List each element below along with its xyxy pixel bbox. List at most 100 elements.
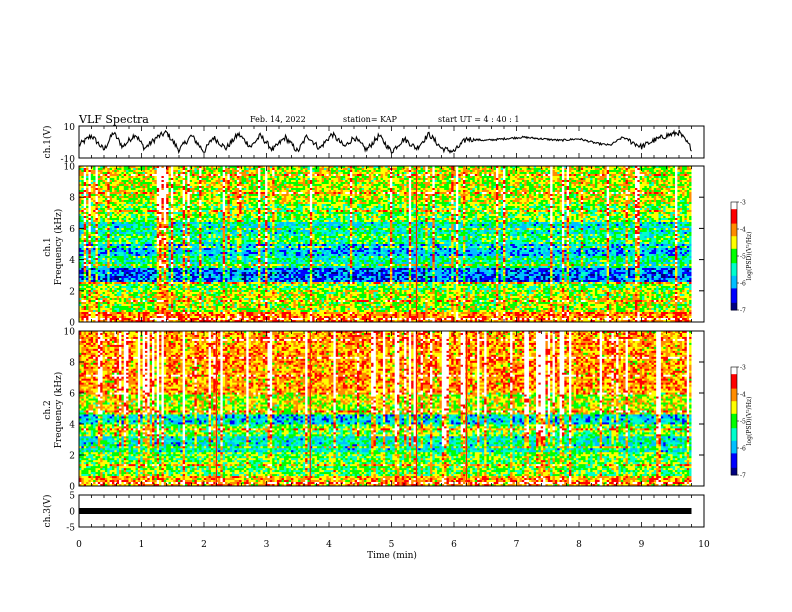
- spectrogram-cell: [154, 178, 158, 181]
- spectrogram-cell: [373, 168, 377, 171]
- spectrogram-cell: [380, 196, 384, 199]
- spectrogram-cell: [590, 186, 593, 189]
- spectrogram-cell: [500, 200, 504, 203]
- spectrogram-cell: [382, 200, 386, 203]
- spectrogram-cell: [159, 190, 162, 193]
- spectrogram-cell: [500, 192, 504, 195]
- spectrogram-cell: [168, 166, 172, 169]
- spectrogram-cell: [682, 182, 685, 185]
- spectrogram-cell: [229, 188, 233, 191]
- spectrogram-cell: [321, 168, 325, 171]
- spectrogram-cell: [656, 170, 659, 173]
- spectrogram-cell: [564, 190, 567, 193]
- spectrogram-cell: [349, 170, 353, 173]
- spectrogram-cell: [88, 168, 92, 171]
- spectrogram-cell: [239, 194, 242, 197]
- spectrogram-cell: [519, 168, 523, 171]
- spectrogram-cell: [182, 188, 186, 191]
- spectrogram-cell: [208, 178, 212, 181]
- spectrogram-cell: [620, 170, 624, 173]
- spectrogram-cell: [286, 198, 289, 201]
- spectrogram-cell: [404, 182, 407, 185]
- spectrogram-cell: [274, 194, 278, 197]
- spectrogram-cell: [437, 170, 440, 173]
- spectrogram-cell: [328, 202, 332, 205]
- spectrogram-cell: [173, 196, 176, 199]
- spectrogram-cell: [368, 184, 372, 187]
- spectrogram-cell: [104, 200, 108, 203]
- spectrogram-cell: [606, 186, 610, 189]
- spectrogram-cell: [559, 174, 563, 177]
- spectrogram-cell: [503, 192, 506, 195]
- spectrogram-cell: [217, 170, 221, 173]
- spectrogram-cell: [371, 168, 374, 171]
- spectrogram-cell: [269, 196, 273, 199]
- spectrogram-cell: [620, 196, 624, 199]
- spectrogram-cell: [427, 178, 431, 181]
- spectrogram-cell: [250, 198, 254, 201]
- spectrogram-cell: [587, 172, 591, 175]
- spectrogram-cell: [312, 194, 315, 197]
- spectrogram-cell: [467, 188, 471, 191]
- spectrogram-cell: [479, 166, 483, 169]
- spectrogram-cell: [446, 194, 450, 197]
- spectrogram-cell: [658, 198, 662, 201]
- spectrogram-cell: [392, 190, 395, 193]
- spectrogram-cell: [392, 194, 395, 197]
- spectrogram-cell: [585, 170, 589, 173]
- spectrogram-cell: [656, 178, 659, 181]
- spectrogram-cell: [611, 178, 615, 181]
- spectrogram-cell: [484, 200, 487, 203]
- spectrogram-cell: [180, 198, 183, 201]
- spectrogram-cell: [394, 168, 398, 171]
- spectrogram-cell: [185, 176, 188, 179]
- spectrogram-cell: [672, 180, 676, 183]
- spectrogram-cell: [234, 194, 238, 197]
- spectrogram-cell: [187, 176, 191, 179]
- spectrogram-cell: [552, 192, 556, 195]
- spectrogram-cell: [462, 202, 466, 205]
- spectrogram-cell: [194, 170, 198, 173]
- spectrogram-cell: [637, 192, 640, 195]
- spectrogram-cell: [618, 196, 622, 199]
- spectrogram-cell: [387, 192, 391, 195]
- ch1-waveform-panel: 10-10: [61, 123, 705, 165]
- spectrogram-cell: [111, 174, 115, 177]
- spectrogram-cell: [550, 186, 553, 189]
- spectrogram-cell: [493, 202, 497, 205]
- spectrogram-cell: [324, 176, 327, 179]
- spectrogram-cell: [526, 170, 530, 173]
- spectrogram-cell: [166, 172, 169, 175]
- spectrogram-cell: [519, 184, 523, 187]
- spectrogram-cell: [455, 178, 459, 181]
- spectrogram-cell: [246, 196, 249, 199]
- spectrogram-cell: [314, 200, 318, 203]
- spectrogram-cell: [564, 170, 567, 173]
- spectrogram-cell: [448, 194, 452, 197]
- spectrogram-cell: [422, 196, 426, 199]
- spectrogram-cell: [404, 196, 407, 199]
- spectrogram-cell: [140, 190, 143, 193]
- spectrogram-cell: [147, 174, 150, 177]
- spectrogram-cell: [291, 166, 294, 169]
- spectrogram-cell: [177, 196, 181, 199]
- spectrogram-cell: [573, 172, 577, 175]
- spectrogram-cell: [368, 180, 372, 183]
- spectrogram-cell: [276, 174, 280, 177]
- spectrogram-cell: [406, 202, 410, 205]
- spectrogram-cell: [267, 176, 271, 179]
- spectrogram-cell: [415, 168, 419, 171]
- spectrogram-cell: [604, 172, 607, 175]
- spectrogram-cell: [446, 200, 450, 203]
- spectrogram-cell: [295, 188, 299, 191]
- spectrogram-cell: [578, 188, 582, 191]
- spectrogram-cell: [366, 170, 370, 173]
- spectrogram-cell: [262, 188, 266, 191]
- spectrogram-cell: [665, 200, 669, 203]
- spectrogram-cell: [665, 168, 669, 171]
- spectrogram-cell: [630, 184, 633, 187]
- spectrogram-cell: [547, 178, 551, 181]
- spectrogram-cell: [616, 192, 619, 195]
- spectrogram-cell: [609, 178, 612, 181]
- spectrogram-cell: [309, 170, 313, 173]
